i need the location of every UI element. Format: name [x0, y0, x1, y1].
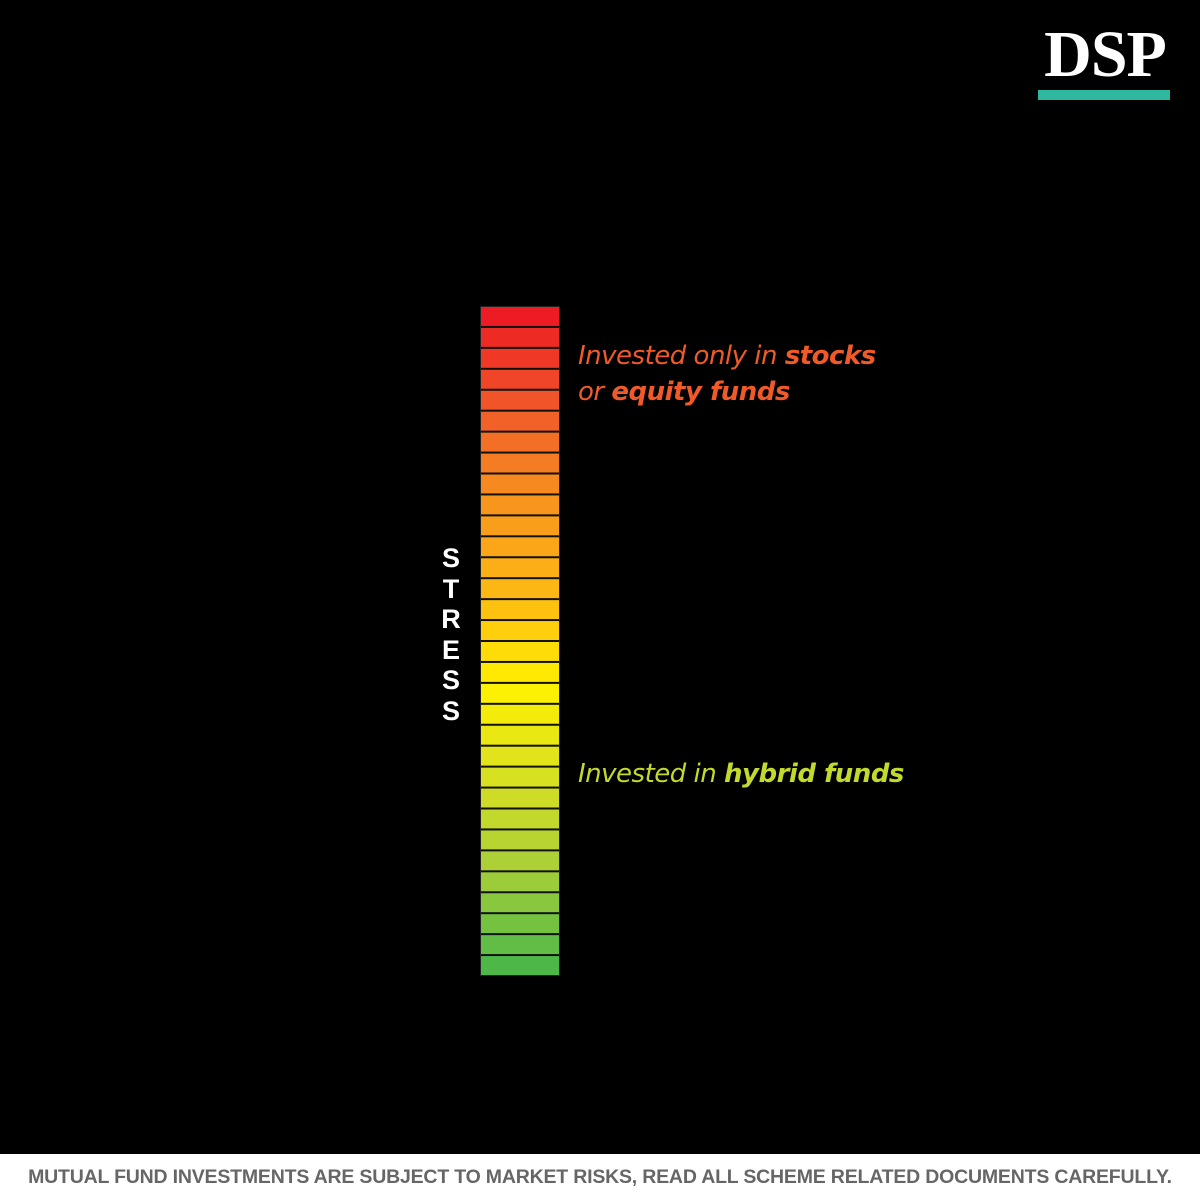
annotation-text: Invested only in	[578, 341, 785, 371]
meter-segment	[481, 725, 559, 745]
meter-segment	[481, 411, 559, 431]
meter-segment	[481, 788, 559, 808]
meter-segment	[481, 474, 559, 494]
stress-letter: S	[441, 665, 460, 695]
meter-segment	[481, 432, 559, 452]
logo-underline	[1038, 90, 1170, 100]
meter-segment	[481, 390, 559, 410]
hybrid-annotation: Invested in hybrid funds	[578, 756, 904, 792]
disclaimer-text: MUTUAL FUND INVESTMENTS ARE SUBJECT TO M…	[28, 1166, 1172, 1188]
meter-segment	[481, 453, 559, 473]
stress-letter: S	[441, 543, 460, 573]
meter-segment	[481, 872, 559, 892]
meter-segment	[481, 809, 559, 829]
meter-segment	[481, 956, 559, 975]
meter-segment	[481, 579, 559, 599]
stress-meter-graphic	[480, 306, 560, 976]
meter-segment	[481, 767, 559, 787]
equity-annotation-line-1: Invested only in stocks	[578, 338, 876, 374]
meter-segment	[481, 369, 559, 389]
meter-segment	[481, 307, 559, 326]
meter-segment	[481, 600, 559, 620]
stress-letter: R	[441, 604, 461, 634]
meter-segment	[481, 662, 559, 682]
meter-segment	[481, 327, 559, 347]
logo-text: DSP	[1044, 18, 1167, 91]
meter-segment	[481, 516, 559, 536]
annotation-emphasis: equity funds	[611, 377, 790, 407]
meter-segment	[481, 914, 559, 934]
disclaimer-footer: MUTUAL FUND INVESTMENTS ARE SUBJECT TO M…	[0, 1154, 1200, 1200]
equity-annotation: Invested only in stocks or equity funds	[578, 338, 876, 410]
meter-segment	[481, 621, 559, 640]
meter-segment	[481, 746, 559, 766]
meter-segment	[481, 704, 559, 724]
annotation-text: Invested in	[578, 759, 725, 789]
dsp-logo: DSP	[1030, 22, 1180, 102]
stress-meter	[480, 306, 560, 976]
meter-frame	[480, 306, 560, 976]
meter-segment	[481, 893, 559, 913]
annotation-emphasis: stocks	[784, 341, 876, 371]
meter-segment	[481, 851, 559, 871]
stress-letter: S	[441, 695, 460, 726]
meter-segment	[481, 935, 559, 955]
stress-axis-label: S T R E S S	[436, 543, 466, 726]
annotation-text: or	[578, 377, 612, 407]
annotation-emphasis: hybrid funds	[724, 759, 904, 789]
meter-segment	[481, 495, 559, 515]
meter-segment	[481, 348, 559, 368]
equity-annotation-line-2: or equity funds	[578, 374, 876, 410]
meter-segment	[481, 558, 559, 578]
stress-letter: E	[441, 634, 460, 665]
meter-segment	[481, 537, 559, 557]
meter-segment	[481, 683, 559, 703]
meter-segment	[481, 642, 559, 661]
meter-segment	[481, 830, 559, 850]
stress-letter: T	[442, 573, 460, 604]
